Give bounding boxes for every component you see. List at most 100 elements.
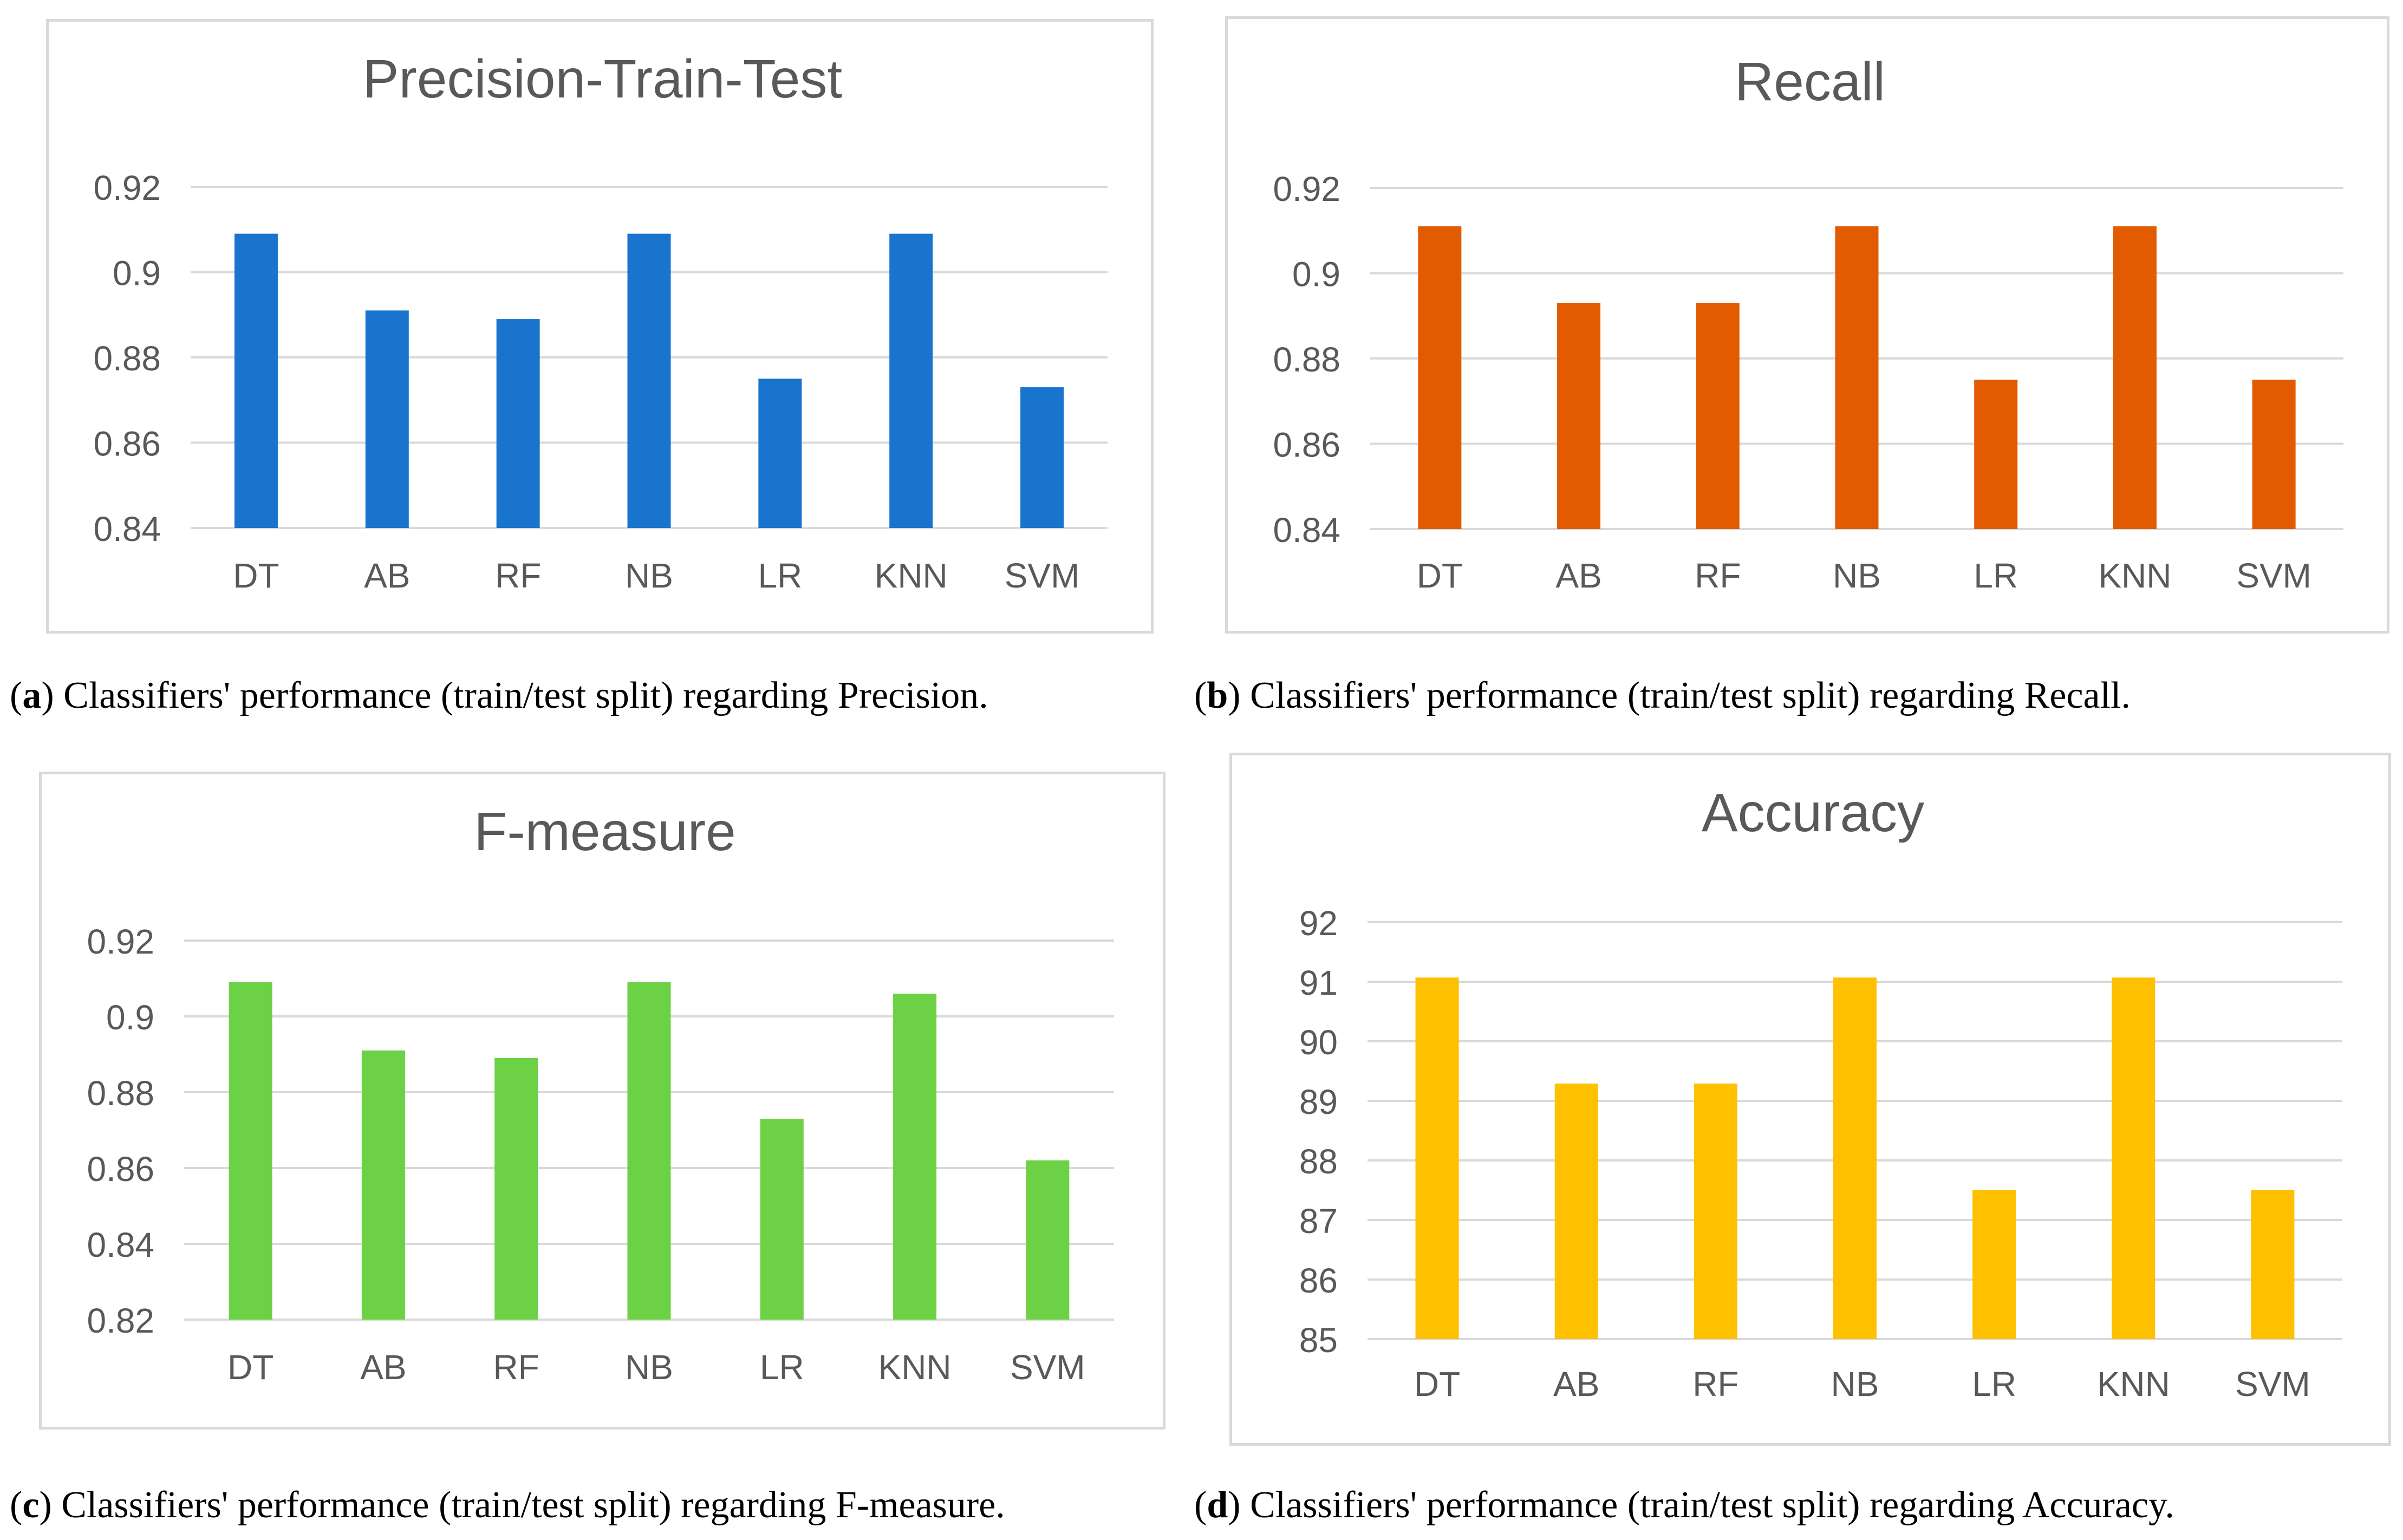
bar-svm [2251,1190,2295,1339]
x-tick-label: KNN [2097,1365,2170,1404]
x-tick-label: RF [493,1348,539,1387]
x-tick-label: DT [233,556,279,595]
chart-title: Recall [1735,51,1885,112]
caption-letter: d [1207,1484,1228,1526]
x-tick-label: NB [1831,1365,1879,1404]
x-tick-label: RF [495,556,541,595]
bar-nb [627,982,671,1320]
chart-panel-accuracy: Accuracy 85 86 87 88 89 90 91 92 DT AB RF NB LR KNN SVM [1229,753,2391,1446]
y-tick-label: 90 [1299,1023,1338,1062]
x-tick-label: AB [364,556,410,595]
bar-lr [758,379,802,528]
chart-title: Precision-Train-Test [363,49,843,109]
x-tick-label: DT [227,1348,273,1387]
x-tick-label: AB [1555,556,1601,595]
y-tick-label: 0.88 [93,339,161,378]
x-tick-label: DT [1417,556,1463,595]
bar-knn [2112,977,2155,1339]
bar-lr [760,1119,804,1320]
bar-rf [494,1058,538,1320]
x-tick-label: NB [1833,556,1881,595]
x-tick-label: SVM [2236,556,2311,595]
bar-ab [365,310,409,528]
y-tick-label: 87 [1299,1202,1338,1241]
y-tick-label: 0.86 [1273,426,1340,465]
caption-text: Classifiers' performance (train/test spl… [63,675,988,716]
y-tick-label: 0.9 [106,998,154,1037]
x-tick-label: RF [1695,556,1741,595]
bar-dt [229,982,272,1320]
chart-title: F-measure [474,801,735,862]
y-tick-label: 89 [1299,1082,1338,1121]
caption-c: (c) Classifiers' performance (train/test… [10,1484,1005,1526]
bar-ab [1557,303,1601,529]
x-tick-label: AB [360,1348,406,1387]
bar-rf [1696,303,1740,529]
caption-letter: c [22,1484,40,1526]
y-tick-label: 0.84 [93,510,161,549]
chart-panel-recall: Recall 0.84 0.86 0.88 0.9 0.92 DT AB RF NB LR KNN SV… [1225,16,2389,634]
chart-panel-precision: Precision-Train-Test 0.84 0.86 0.88 0.9 0.92 D… [46,19,1154,634]
y-tick-label: 0.92 [93,168,161,207]
y-tick-label: 0.92 [1273,169,1340,208]
x-tick-label: LR [758,556,802,595]
bar-svm [2252,380,2296,529]
x-tick-label: DT [1414,1365,1460,1404]
y-tick-label: 0.9 [1292,255,1340,294]
bar-nb [1835,226,1879,529]
x-tick-label: LR [1974,556,2018,595]
chart-panel-fmeasure: F-measure 0.82 0.84 0.86 0.88 0.9 0.92 DT AB RF NB… [39,772,1165,1430]
caption-text: Classifiers' performance (train/test spl… [61,1484,1005,1526]
x-tick-label: LR [1972,1365,2016,1404]
x-tick-label: SVM [1010,1348,1085,1387]
caption-text: Classifiers' performance (train/test spl… [1250,675,2131,716]
x-tick-label: KNN [878,1348,952,1387]
bar-knn [2113,226,2157,529]
x-tick-label: SVM [2235,1365,2310,1404]
bar-dt [234,233,278,528]
recall-chart: Recall 0.84 0.86 0.88 0.9 0.92 DT AB RF NB LR KNN SV… [1273,51,2343,595]
x-tick-label: SVM [1005,556,1080,595]
y-tick-label: 0.88 [1273,340,1340,379]
y-tick-label: 91 [1299,963,1338,1002]
bar-nb [627,233,671,528]
x-tick-label: KNN [2098,556,2171,595]
bar-dt [1415,977,1459,1339]
bar-dt [1418,226,1462,529]
caption-letter: b [1207,675,1228,716]
y-tick-label: 0.88 [87,1074,154,1113]
x-tick-label: NB [625,556,673,595]
bar-svm [1026,1160,1070,1320]
y-tick-label: 0.82 [87,1301,154,1340]
x-tick-label: RF [1692,1365,1738,1404]
y-tick-label: 92 [1299,904,1338,943]
y-tick-label: 85 [1299,1321,1338,1360]
accuracy-chart: Accuracy 85 86 87 88 89 90 91 92 DT AB RF NB LR KNN SVM [1299,782,2342,1404]
y-tick-label: 88 [1299,1142,1338,1181]
bar-ab [361,1050,405,1320]
caption-text: Classifiers' performance (train/test spl… [1250,1484,2174,1526]
bar-svm [1020,387,1064,528]
y-tick-label: 0.92 [87,922,154,961]
fmeasure-chart: F-measure 0.82 0.84 0.86 0.88 0.9 0.92 DT AB RF NB… [87,801,1114,1387]
caption-d: (d) Classifiers' performance (train/test… [1194,1484,2174,1526]
bar-knn [889,233,933,528]
bar-ab [1554,1084,1598,1339]
bar-nb [1833,977,1877,1339]
y-tick-label: 0.86 [93,425,161,464]
x-tick-label: NB [625,1348,673,1387]
x-tick-label: LR [760,1348,804,1387]
x-tick-label: KNN [875,556,948,595]
caption-b: (b) Classifiers' performance (train/test… [1194,675,2131,716]
y-tick-label: 0.9 [113,254,161,293]
y-tick-label: 86 [1299,1261,1338,1300]
y-tick-label: 0.86 [87,1150,154,1189]
caption-a: (a) Classifiers' performance (train/test… [10,675,988,716]
y-tick-label: 0.84 [1273,511,1340,550]
bar-rf [496,319,540,528]
bar-lr [1974,380,2018,529]
y-tick-label: 0.84 [87,1225,154,1264]
chart-title: Accuracy [1702,782,1924,843]
bar-rf [1694,1084,1737,1339]
x-tick-label: AB [1553,1365,1599,1404]
